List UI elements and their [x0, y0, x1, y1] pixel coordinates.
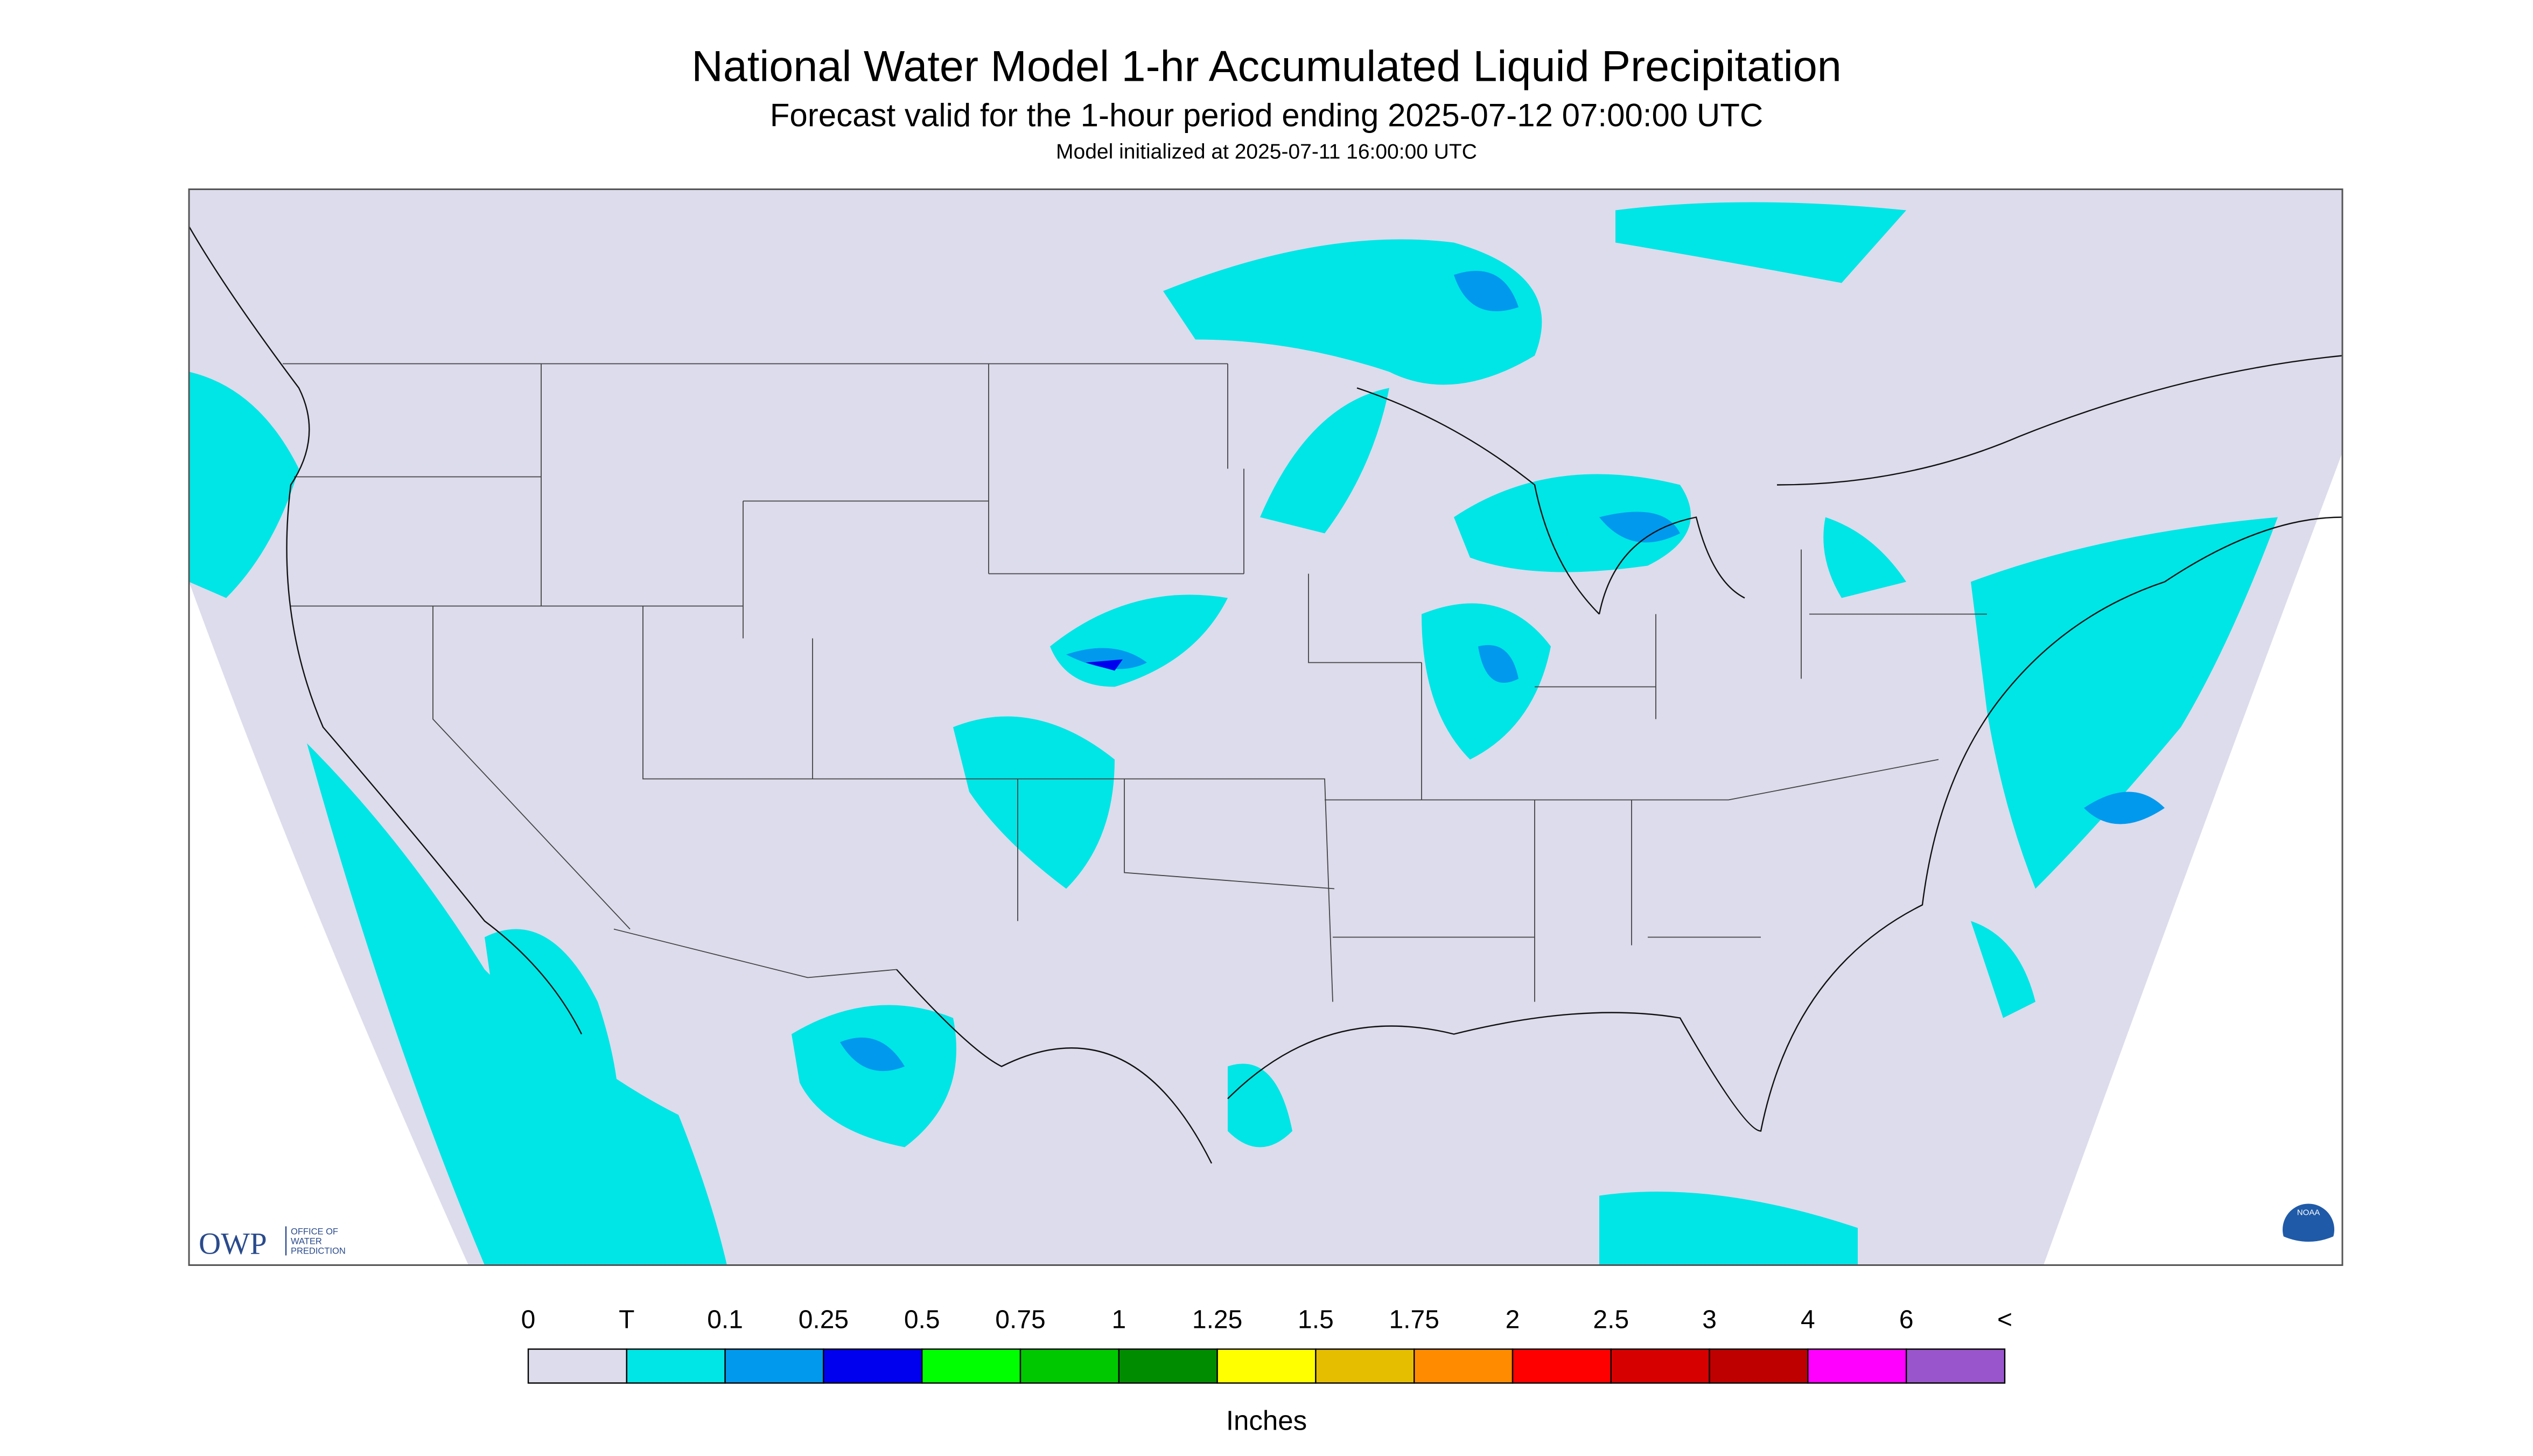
legend-label: 0.25 — [799, 1306, 849, 1334]
legend-label: 6 — [1899, 1306, 1914, 1334]
legend-label: 1.5 — [1298, 1306, 1334, 1334]
legend-label: 0.5 — [904, 1306, 940, 1334]
legend-label: 0 — [521, 1306, 536, 1334]
boundaries — [189, 226, 2342, 1164]
legend-swatch — [724, 1348, 824, 1384]
noaa-logo: NOAA — [2283, 1203, 2334, 1262]
legend-swatch — [1905, 1348, 2006, 1384]
legend-label: T — [619, 1306, 634, 1334]
domain — [189, 189, 2342, 1265]
legend-swatch — [921, 1348, 1021, 1384]
legend-label: 1.75 — [1389, 1306, 1439, 1334]
legend-label: 3 — [1702, 1306, 1717, 1334]
owp-line: OFFICE OF — [291, 1227, 338, 1237]
legend-label: 1 — [1111, 1306, 1126, 1334]
owp-text: OWP — [199, 1227, 267, 1261]
init-time: Model initialized at 2025-07-11 16:00:00… — [1056, 141, 1477, 164]
legend-label: 4 — [1801, 1306, 1815, 1334]
map-frame — [188, 188, 2343, 1266]
legend-swatch — [823, 1348, 923, 1384]
legend-swatch — [1512, 1348, 1612, 1384]
legend-label: 0.75 — [995, 1306, 1045, 1334]
map: OWP OFFICE OF WATER PREDICTION NOAA — [188, 188, 2343, 1266]
noaa-text: NOAA — [2297, 1208, 2320, 1217]
legend-swatch — [1709, 1348, 1809, 1384]
legend-label: 2 — [1506, 1306, 1520, 1334]
owp-line: PREDICTION — [291, 1247, 346, 1256]
legend-swatch — [1216, 1348, 1317, 1384]
legend-unit: Inches — [1226, 1405, 1307, 1436]
legend-label: 0.1 — [707, 1306, 743, 1334]
legend: 0 T 0.1 0.25 0.5 0.75 1 1.25 1.5 1.75 2 2.5 3 4 6 < — [521, 1306, 2012, 1384]
legend-swatch — [1315, 1348, 1415, 1384]
legend-label: 1.25 — [1192, 1306, 1242, 1334]
legend-swatch — [1019, 1348, 1120, 1384]
precip-areas — [189, 202, 2278, 1265]
legend-swatch — [1807, 1348, 1907, 1384]
legend-label: 2.5 — [1593, 1306, 1629, 1334]
legend-swatch — [626, 1348, 726, 1384]
owp-line: WATER — [291, 1237, 322, 1247]
legend-label: < — [1997, 1306, 2012, 1334]
owp-logo: OWP OFFICE OF WATER PREDICTION — [199, 1226, 346, 1261]
title: National Water Model 1-hr Accumulated Li… — [691, 43, 1842, 91]
legend-swatch — [1118, 1348, 1218, 1384]
legend-swatch — [1414, 1348, 1514, 1384]
legend-swatch — [1610, 1348, 1710, 1384]
subtitle: Forecast valid for the 1-hour period end… — [770, 97, 1763, 134]
legend-swatch — [527, 1348, 628, 1384]
